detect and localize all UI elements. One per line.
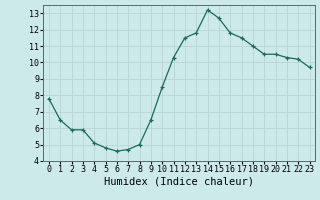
X-axis label: Humidex (Indice chaleur): Humidex (Indice chaleur) bbox=[104, 177, 254, 187]
